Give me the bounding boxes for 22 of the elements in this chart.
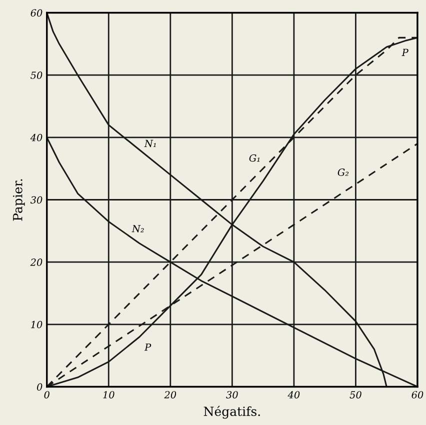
y-tick-label: 0	[37, 383, 42, 391]
x-tick-label: 30	[226, 391, 238, 398]
y-tick-label: 60	[30, 9, 42, 17]
annotation: N₁	[144, 140, 156, 148]
x-tick-label: 10	[103, 391, 114, 398]
x-tick-label: 40	[288, 391, 300, 398]
x-tick-label: 60	[412, 391, 424, 398]
y-tick-label: 50	[30, 72, 42, 79]
annotation: N₂	[132, 225, 144, 232]
annotation: P	[144, 344, 152, 351]
x-tick-label: 50	[350, 391, 362, 398]
x-tick-label: 20	[164, 391, 176, 398]
x-tick-label: 0	[44, 391, 50, 398]
x-axis-title: Négatifs.	[204, 406, 260, 419]
y-tick-label: 40	[30, 134, 42, 142]
annotation: P	[402, 48, 408, 56]
y-tick-label: 20	[30, 258, 42, 266]
y-axis-title: Papier.	[12, 179, 25, 221]
annotation: G₁	[249, 154, 260, 162]
y-tick-label: 10	[31, 320, 42, 328]
y-tick-label: 30	[30, 196, 42, 204]
annotation: G₂	[338, 168, 349, 176]
